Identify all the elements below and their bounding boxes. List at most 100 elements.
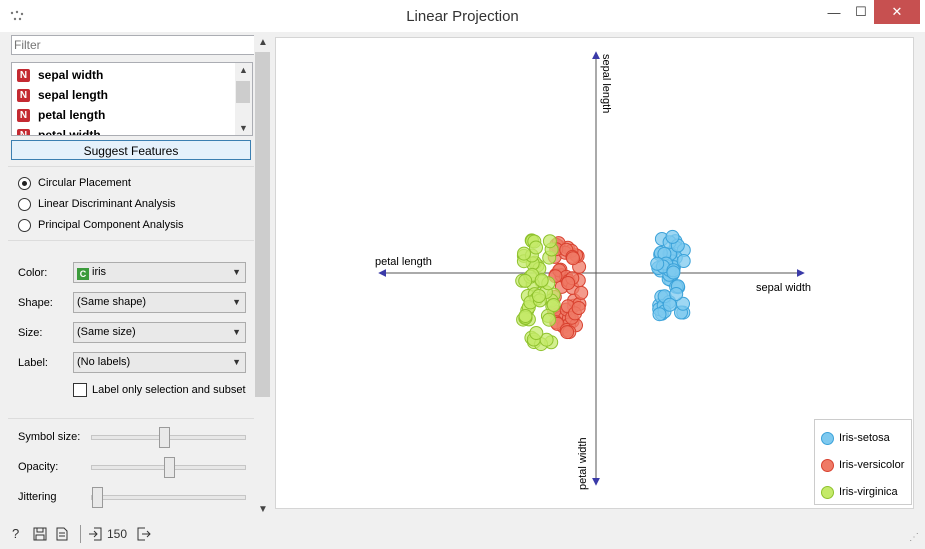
data-point[interactable]	[650, 256, 665, 271]
legend-label: Iris-versicolor	[839, 459, 905, 471]
shape-combo[interactable]: (Same shape) ▼	[73, 292, 246, 313]
data-point[interactable]	[546, 298, 561, 312]
feature-item[interactable]: N petal width	[17, 126, 101, 136]
scroll-up-icon[interactable]: ▲	[239, 65, 248, 75]
panel-scrollbar[interactable]: ▲ ▼	[254, 35, 271, 517]
data-point[interactable]	[652, 307, 667, 322]
radio-lda[interactable]: Linear Discriminant Analysis	[18, 195, 176, 213]
legend-item: Iris-versicolor	[821, 457, 904, 473]
feature-item[interactable]: N sepal width	[17, 66, 103, 84]
plot-canvas[interactable]: sepal length sepal width petal length pe…	[276, 38, 913, 508]
data-point[interactable]	[539, 332, 554, 347]
data-point[interactable]	[529, 240, 543, 255]
control-panel: N sepal width N sepal length N petal len…	[8, 34, 254, 516]
radio-button[interactable]	[18, 218, 31, 232]
label-only-checkbox[interactable]: Label only selection and subset	[73, 382, 246, 398]
radio-button[interactable]	[18, 176, 31, 190]
feature-label: sepal width	[38, 68, 104, 82]
label-label: Label:	[18, 357, 48, 369]
scroll-up-icon[interactable]: ▲	[258, 37, 268, 48]
scroll-down-icon[interactable]: ▼	[258, 504, 268, 515]
data-point[interactable]	[529, 326, 544, 340]
data-point[interactable]	[517, 246, 531, 261]
numeric-icon: N	[17, 88, 30, 102]
close-button[interactable]: ✕	[874, 0, 920, 24]
shape-label: Shape:	[18, 297, 53, 309]
categorical-icon: C	[77, 268, 89, 280]
report-icon[interactable]	[56, 527, 68, 541]
scroll-thumb[interactable]	[236, 81, 250, 103]
radio-label: Linear Discriminant Analysis	[38, 198, 176, 210]
slider-handle[interactable]	[164, 457, 175, 478]
input-icon	[89, 527, 102, 541]
radio-button[interactable]	[18, 197, 31, 211]
color-label: Color:	[18, 267, 48, 279]
feature-list[interactable]: N sepal width N sepal length N petal len…	[11, 62, 253, 136]
chevron-down-icon: ▼	[232, 267, 241, 277]
legend-marker	[821, 485, 834, 499]
maximize-button[interactable]: ☐	[855, 4, 867, 19]
size-combo[interactable]: (Same size) ▼	[73, 322, 246, 343]
opacity-slider[interactable]	[91, 457, 246, 478]
data-point[interactable]	[665, 229, 680, 244]
data-point[interactable]	[571, 301, 586, 315]
output-icon	[137, 527, 151, 541]
shape-value: (Same shape)	[77, 296, 147, 308]
filter-input[interactable]	[11, 35, 254, 55]
numeric-icon: N	[17, 108, 30, 122]
radio-pca[interactable]: Principal Component Analysis	[18, 216, 184, 234]
chevron-down-icon: ▼	[232, 357, 241, 367]
legend: Iris-setosa Iris-versicolor Iris-virgini…	[814, 419, 912, 505]
symbol-size-label: Symbol size:	[18, 431, 81, 443]
data-point[interactable]	[662, 297, 677, 312]
divider	[80, 525, 81, 543]
data-point[interactable]	[669, 287, 684, 301]
resize-grip-icon[interactable]: ⋰	[909, 532, 919, 543]
feature-item[interactable]: N sepal length	[17, 86, 108, 104]
scroll-thumb[interactable]	[255, 52, 270, 397]
radio-circular-placement[interactable]: Circular Placement	[18, 174, 131, 192]
data-point[interactable]	[574, 285, 589, 300]
data-point[interactable]	[666, 265, 681, 280]
suggest-features-button[interactable]: Suggest Features	[11, 140, 251, 160]
jittering-slider[interactable]	[91, 487, 246, 508]
status-bar: ? 150 ⋰	[0, 520, 925, 549]
radio-label: Circular Placement	[38, 177, 131, 189]
data-point[interactable]	[542, 312, 557, 327]
numeric-icon: N	[17, 68, 30, 82]
data-point[interactable]	[566, 251, 580, 266]
axis-label-petal-width: petal width	[577, 437, 589, 490]
data-point[interactable]	[542, 234, 557, 249]
label-value: (No labels)	[77, 356, 131, 368]
data-point[interactable]	[531, 289, 546, 303]
feature-label: petal width	[38, 128, 101, 136]
data-point[interactable]	[561, 276, 576, 290]
data-point[interactable]	[518, 273, 533, 288]
data-point[interactable]	[518, 309, 533, 323]
minimize-button[interactable]: —	[827, 4, 841, 20]
numeric-icon: N	[17, 128, 30, 135]
data-point[interactable]	[676, 254, 691, 268]
data-point[interactable]	[534, 273, 549, 288]
divider	[8, 240, 254, 241]
help-icon[interactable]: ?	[12, 526, 20, 541]
symbol-size-slider[interactable]	[91, 427, 246, 448]
feature-label: sepal length	[38, 88, 109, 102]
legend-item: Iris-setosa	[821, 430, 890, 446]
slider-handle[interactable]	[159, 427, 170, 448]
feature-item[interactable]: N petal length	[17, 106, 105, 124]
data-point[interactable]	[560, 325, 575, 340]
size-label: Size:	[18, 327, 43, 339]
slider-handle[interactable]	[92, 487, 103, 508]
scatter-points[interactable]	[515, 229, 691, 352]
chevron-down-icon: ▼	[232, 327, 241, 337]
projection-plot[interactable]: sepal length sepal width petal length pe…	[275, 37, 914, 509]
scroll-down-icon[interactable]: ▼	[239, 123, 248, 133]
chevron-down-icon: ▼	[232, 297, 241, 307]
color-value: iris	[92, 266, 107, 278]
checkbox[interactable]	[73, 383, 87, 397]
save-icon[interactable]	[33, 527, 47, 541]
label-combo[interactable]: (No labels) ▼	[73, 352, 246, 373]
feature-list-scrollbar[interactable]: ▲ ▼	[235, 63, 252, 135]
